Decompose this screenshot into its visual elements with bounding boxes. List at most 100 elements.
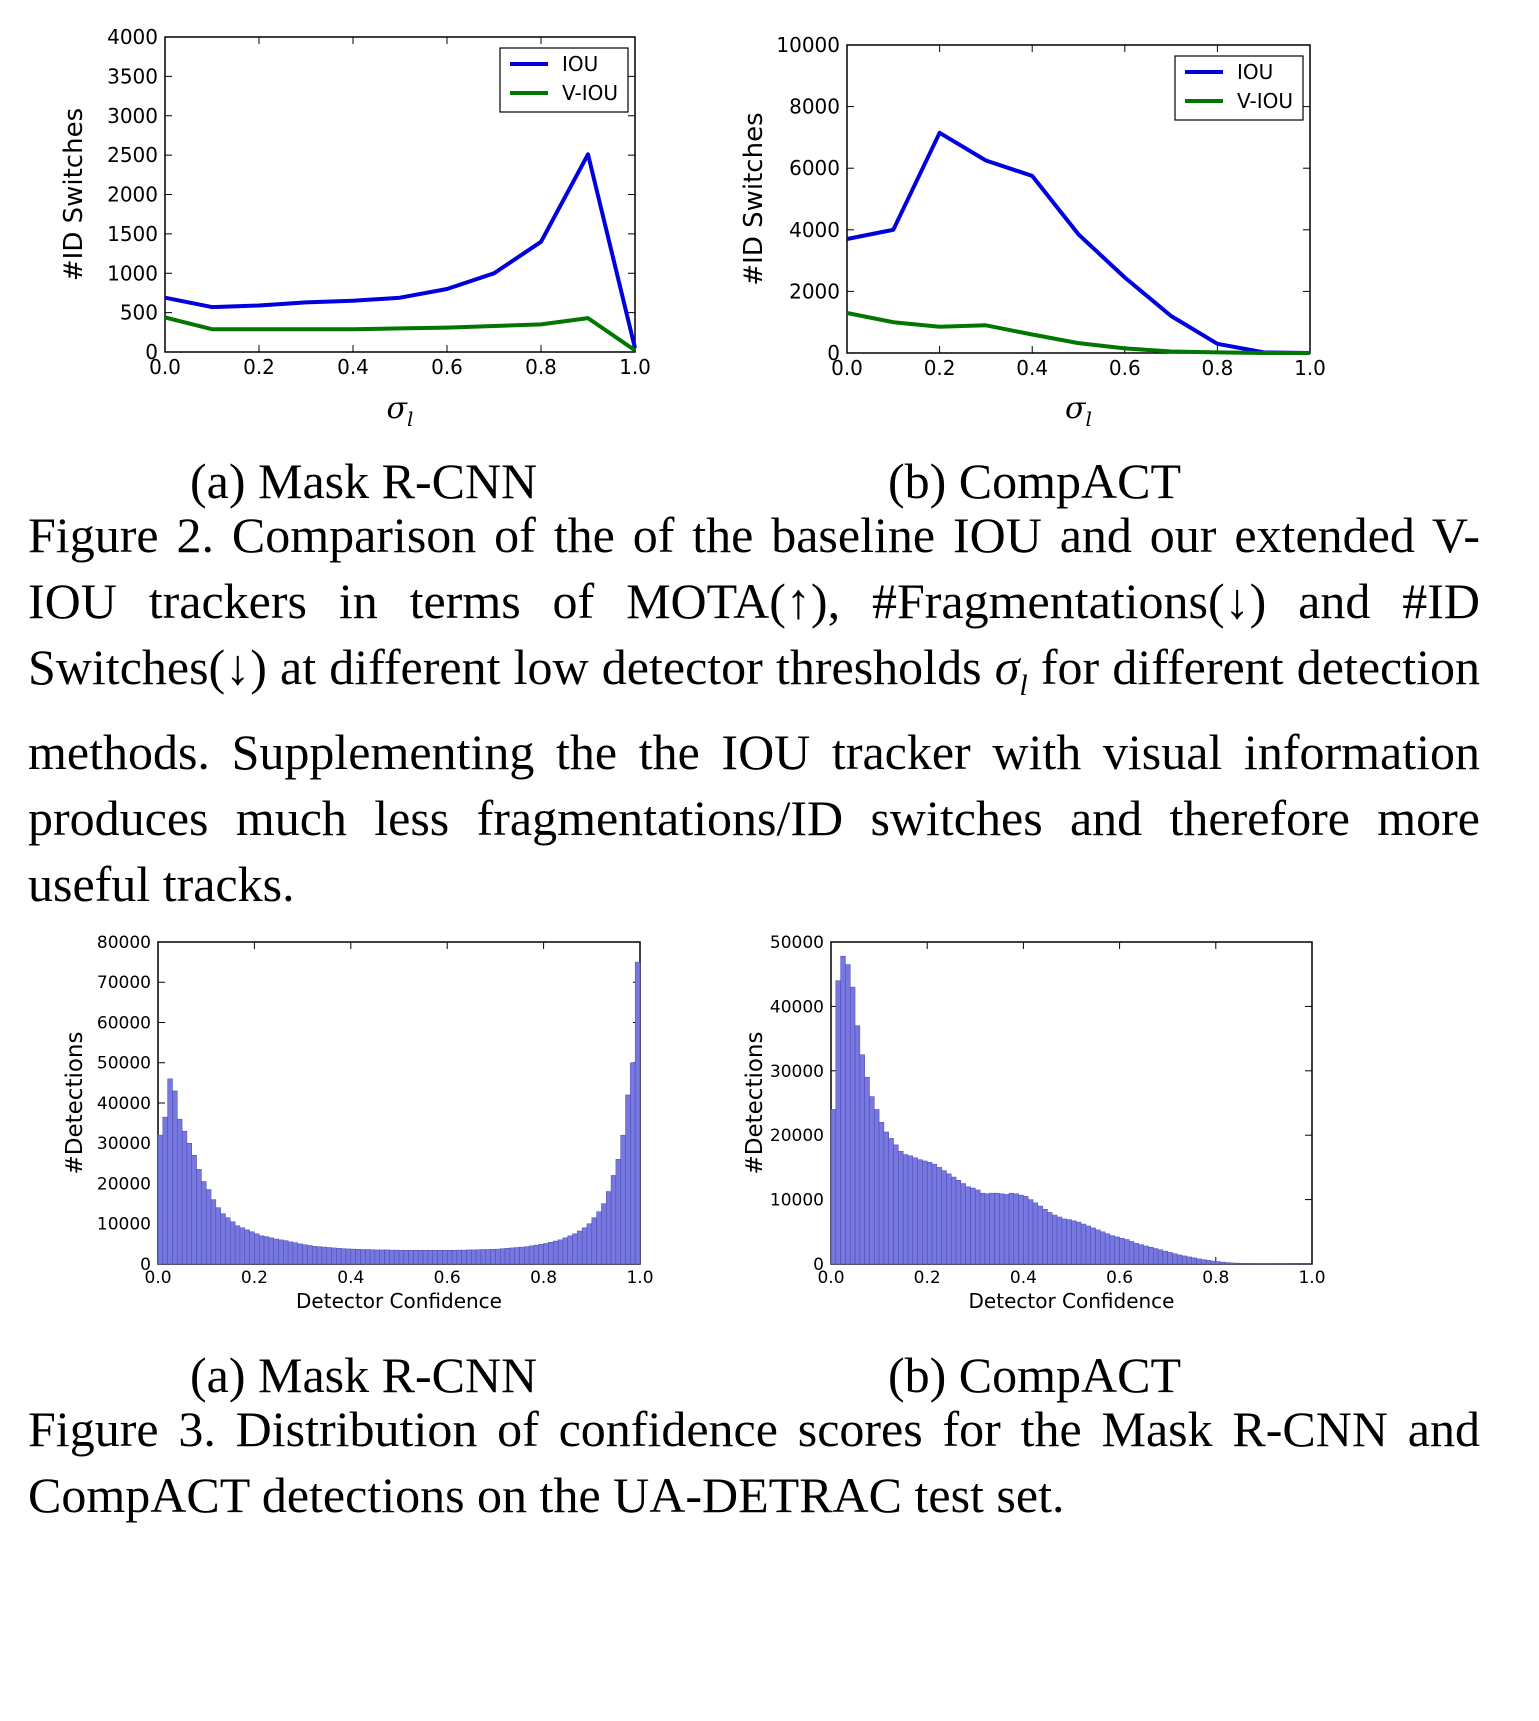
histogram-bar <box>480 1249 487 1265</box>
histogram-bar <box>365 1249 371 1265</box>
chart-b-confidence-compact: 0.0 0.2 0.4 0.6 0.8 1.0 0 10000 20000 30000 40000 5… <box>742 933 1326 1313</box>
histogram-bar <box>509 1247 515 1265</box>
histogram-bar <box>1124 1239 1130 1265</box>
histogram-bar <box>1128 1241 1135 1265</box>
y-tick-label: 2000 <box>789 279 840 303</box>
y-tick-label: 10000 <box>776 33 840 57</box>
histogram-bar <box>249 1231 255 1265</box>
y-tick-label: 20000 <box>97 1174 151 1194</box>
y-axis-label: #Detections <box>62 1032 88 1175</box>
legend-box <box>1174 55 1304 121</box>
y-tick-label: 0 <box>827 341 840 365</box>
chart-b-id-switches-compact: 0.0 0.2 0.4 0.6 0.8 1.0 0 2000 4000 6000 8000 10000… <box>740 33 1326 431</box>
histogram-bar <box>615 1159 621 1265</box>
histogram-bar <box>1196 1258 1202 1265</box>
histogram-bar <box>1229 1262 1236 1265</box>
histogram-bar <box>408 1250 414 1265</box>
histogram-bar <box>167 1078 173 1265</box>
legend-label-iou: IOU <box>1237 60 1273 84</box>
histogram-bar <box>403 1250 409 1265</box>
histogram-bar <box>845 964 851 1265</box>
histogram-bar <box>567 1235 573 1265</box>
histogram-bar <box>239 1227 246 1265</box>
x-tick-label: 0.8 <box>1201 356 1233 380</box>
y-tick-label: 40000 <box>97 1094 151 1114</box>
histogram-bar <box>596 1211 602 1265</box>
histogram-bar <box>1133 1243 1140 1265</box>
histogram-bar <box>268 1237 274 1265</box>
plot-frame <box>846 44 1311 354</box>
histogram-bar <box>1061 1218 1067 1265</box>
y-axis-label: #Detections <box>742 1032 768 1175</box>
x-tick-label: 0.6 <box>1106 1268 1133 1288</box>
y-tick-label: 10000 <box>97 1215 151 1235</box>
histogram-bar <box>340 1248 347 1265</box>
y-tick-label: 500 <box>120 301 158 325</box>
x-tick-label: 0.0 <box>831 356 863 380</box>
figure2-caption: Figure 2. Comparison of the of the basel… <box>28 502 1480 917</box>
subcaption-fig2-a: (a) Mask R-CNN <box>190 453 538 509</box>
y-tick-label: 1500 <box>107 222 158 246</box>
y-tick-label: 6000 <box>789 156 840 180</box>
histogram-bar <box>350 1248 356 1265</box>
histogram-bar <box>1104 1233 1111 1265</box>
histogram-bar <box>552 1240 559 1265</box>
x-tick-label: 0.2 <box>914 1268 941 1288</box>
histogram-bar <box>1027 1199 1034 1265</box>
histogram-bar <box>220 1213 226 1265</box>
x-axis-label: σl <box>1065 391 1092 431</box>
histogram-bar <box>1003 1194 1010 1265</box>
histogram-bar <box>210 1199 217 1265</box>
histogram-bar <box>1114 1236 1120 1265</box>
histogram-bar <box>244 1229 250 1265</box>
histogram-bar <box>979 1192 986 1265</box>
histogram-bar <box>1071 1220 1077 1265</box>
histogram-bar <box>1205 1260 1212 1265</box>
legend-label-v-iou: V-IOU <box>1237 89 1293 113</box>
y-tick-label: 60000 <box>97 1013 151 1033</box>
histogram-bar <box>970 1187 976 1265</box>
histogram-bar <box>1143 1245 1149 1265</box>
legend-label-iou: IOU <box>562 52 598 76</box>
histogram-bar <box>345 1248 352 1265</box>
histogram-bar <box>307 1245 313 1265</box>
histogram-bar <box>864 1076 870 1265</box>
histogram-bar <box>1085 1225 1091 1265</box>
x-tick-label: 0.4 <box>337 355 369 379</box>
histogram-bar <box>1172 1253 1178 1265</box>
histogram-bar <box>941 1170 947 1265</box>
y-axis-label: #ID Switches <box>740 112 769 285</box>
histogram-bar <box>1167 1252 1173 1265</box>
histogram-bar <box>157 1134 164 1265</box>
histogram-bar <box>215 1207 221 1265</box>
y-tick-label: 3500 <box>107 64 158 88</box>
histogram-bar <box>1215 1261 1221 1265</box>
x-tick-label: 1.0 <box>1298 1268 1325 1288</box>
x-tick-label: 0.0 <box>149 355 181 379</box>
histogram-bar <box>591 1217 597 1265</box>
histogram-bar <box>1119 1237 1125 1265</box>
histogram-bar <box>572 1233 578 1265</box>
histogram-bar <box>606 1191 612 1265</box>
histogram-bar <box>432 1250 438 1265</box>
histogram-bar <box>557 1239 564 1265</box>
histogram-bar <box>610 1175 617 1265</box>
histogram-bar <box>418 1250 424 1265</box>
histogram-bar <box>960 1183 966 1265</box>
histogram-bar <box>326 1247 332 1265</box>
histogram-bar <box>893 1144 899 1265</box>
histogram-bar <box>504 1248 511 1265</box>
histogram-bar <box>922 1160 928 1265</box>
x-tick-label: 0.6 <box>431 355 463 379</box>
histogram-bar <box>331 1247 337 1265</box>
histogram-bar <box>1095 1229 1101 1265</box>
x-tick-label: 1.0 <box>619 355 651 379</box>
x-axis-label: Detector Confidence <box>969 1289 1175 1313</box>
y-tick-label: 80000 <box>97 933 151 953</box>
histogram-bar <box>230 1221 236 1265</box>
histogram-bar <box>878 1122 885 1265</box>
histogram-bar <box>994 1192 1000 1265</box>
histogram-bar <box>495 1248 501 1265</box>
y-tick-label: 2500 <box>107 143 158 167</box>
histogram-bar <box>490 1249 496 1265</box>
